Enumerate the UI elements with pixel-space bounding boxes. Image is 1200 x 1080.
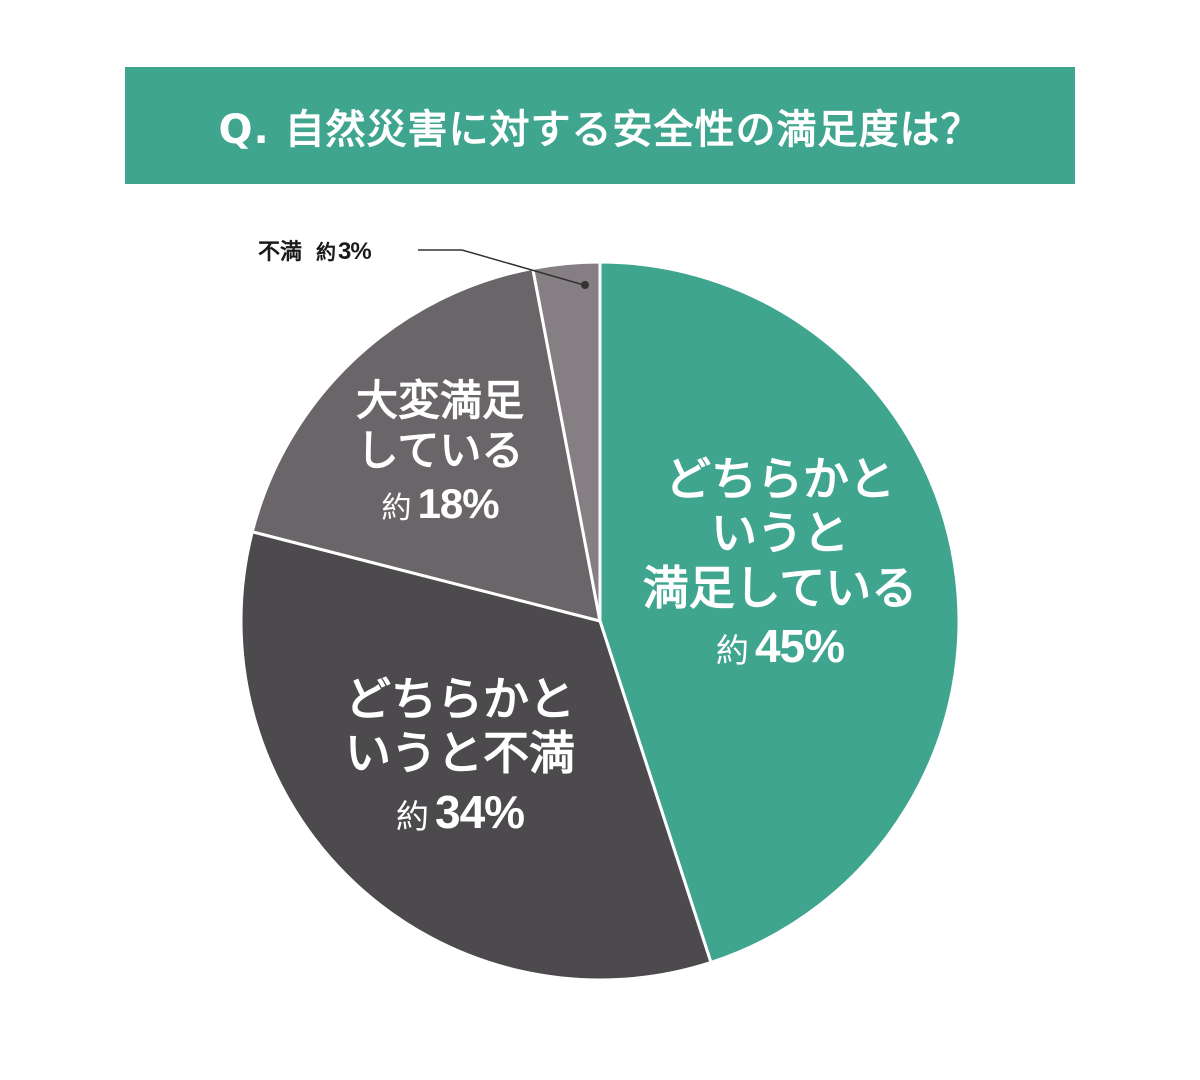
label-very-satisfied: 大変満足 している 約 18% [325,376,555,529]
approx-mark: 約 [316,240,337,264]
label-dissatisfied: 不満 約3% [258,234,372,266]
label-dissatisfied-name: 不満 [258,240,303,265]
label-pct: 18% [417,480,500,528]
label-somewhat-satisfied: どちらかと いうと 満足している 約 45% [615,452,945,673]
label-line: いうと [711,506,849,561]
slice-very-satisfied [250,266,602,623]
label-line: している [356,425,524,475]
label-dissatisfied-pct: 3% [338,238,372,265]
chart-title: Q. 自然災害に対する安全性の満足度は？ [218,106,982,153]
title-banner: Q. 自然災害に対する安全性の満足度は？ [125,67,1075,184]
label-pct: 34% [435,785,525,838]
slice-dissatisfied [531,260,602,623]
callout-dot [581,281,589,289]
label-line: いうと不満 [345,726,575,781]
callout-leader-diag [461,249,585,286]
pct-row: 約 18% [325,479,555,529]
approx-mark: 約 [381,491,412,527]
label-line: 大変満足 [355,376,524,425]
label-pct: 45% [755,619,845,672]
label-somewhat-dissatisfied: どちらかと いうと不満 約 34% [305,672,615,839]
label-line: どちらかと [665,452,895,506]
approx-mark: 約 [395,796,430,836]
slice-somewhat-dissatisfied [239,530,713,982]
label-line: 満足している [642,560,918,615]
slice-somewhat-satisfied [598,260,961,964]
approx-mark: 約 [715,630,750,670]
pct-row: 約 34% [305,785,615,839]
pct-row: 約 45% [615,619,945,673]
label-line: どちらかと [345,672,575,726]
